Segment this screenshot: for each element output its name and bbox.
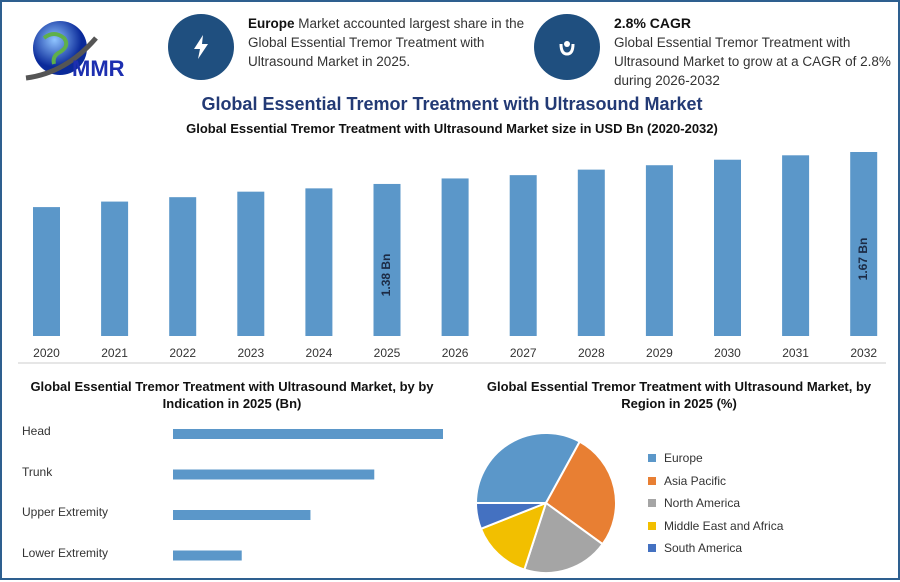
pie-slice-north-america xyxy=(523,501,605,574)
x-tick-label: 2027 xyxy=(510,346,537,360)
x-tick-label: 2026 xyxy=(442,346,469,360)
lightning-icon xyxy=(168,14,234,80)
mmr-logo: MMR xyxy=(25,21,125,81)
region-chart-title: Global Essential Tremor Treatment with U… xyxy=(486,379,872,411)
bar-chart-title: Global Essential Tremor Treatment with U… xyxy=(186,121,718,136)
data-label: 1.67 Bn xyxy=(856,238,870,281)
legend-label: North America xyxy=(664,496,741,510)
info-cagr: 2.8% CAGR Global Essential Tremor Treatme… xyxy=(534,14,900,90)
info-europe-text: Europe Market accounted largest share in… xyxy=(248,16,525,69)
main-title: Global Essential Tremor Treatment with U… xyxy=(201,94,703,114)
legend-swatch xyxy=(648,476,656,485)
x-tick-label: 2025 xyxy=(374,346,401,360)
info-cagr-text: 2.8% CAGR Global Essential Tremor Treatme… xyxy=(614,15,891,88)
info-europe: Europe Market accounted largest share in… xyxy=(168,14,538,80)
legend-item: North America xyxy=(648,496,740,510)
x-tick-label: 2020 xyxy=(33,346,60,360)
pie-slice-asia-pacific xyxy=(544,440,617,546)
bar-2020 xyxy=(33,207,60,336)
legend-item: Middle East and Africa xyxy=(648,519,783,533)
bar-2030 xyxy=(714,159,741,336)
legend-label: South America xyxy=(664,541,743,555)
region-pie-chart xyxy=(474,432,617,574)
indication-label: Upper Extremity xyxy=(22,505,109,519)
legend-item: Europe xyxy=(648,451,703,465)
pie-slice-south-america xyxy=(474,502,547,531)
bar-2032 xyxy=(850,152,878,336)
x-tick-label: 2031 xyxy=(782,346,809,360)
legend-swatch xyxy=(648,499,656,507)
growth-hand-icon xyxy=(534,14,600,80)
x-tick-label: 2024 xyxy=(306,346,333,360)
indication-bar xyxy=(173,429,443,439)
x-tick-label: 2032 xyxy=(850,346,877,360)
yearly-bar-chart: 2020 2021 2022 2023 2024 2025 1.38 Bn 2026 2027 2… xyxy=(18,152,886,364)
svg-text:MMR: MMR xyxy=(72,56,125,81)
legend-item: Asia Pacific xyxy=(648,474,726,488)
bar-2022 xyxy=(169,197,197,336)
bar-2026 xyxy=(441,178,469,336)
indication-bar xyxy=(173,550,242,561)
bar-2031 xyxy=(782,155,810,336)
legend-label: Asia Pacific xyxy=(664,473,727,488)
bar-2028 xyxy=(577,169,605,336)
indication-bar xyxy=(173,510,311,520)
x-tick-label: 2022 xyxy=(169,346,196,360)
indication-label: Lower Extremity xyxy=(22,545,109,560)
bar-2029 xyxy=(645,165,673,336)
indication-label: Trunk xyxy=(22,464,53,479)
indication-bar-chart xyxy=(173,429,443,561)
legend-swatch xyxy=(648,521,656,530)
bar-2021 xyxy=(101,201,129,336)
legend-label: Europe xyxy=(664,451,703,465)
legend-label: Middle East and Africa xyxy=(664,518,784,533)
pie-slice-europe xyxy=(474,432,582,504)
bar-2025 xyxy=(373,183,401,336)
legend-item: South America xyxy=(648,541,742,555)
pie-slice-middle-east-and-africa xyxy=(479,501,548,571)
indication-chart-title: Global Essential Tremor Treatment with U… xyxy=(30,379,434,411)
bar-2023 xyxy=(237,191,265,336)
x-tick-label: 2021 xyxy=(101,346,128,360)
x-tick-label: 2029 xyxy=(646,346,673,360)
indication-label: Head xyxy=(22,424,51,438)
x-tick-label: 2028 xyxy=(578,346,605,360)
legend-swatch xyxy=(648,544,656,552)
indication-bar xyxy=(173,469,375,480)
x-tick-label: 2030 xyxy=(714,346,741,360)
x-tick-label: 2023 xyxy=(237,346,264,360)
data-label: 1.38 Bn xyxy=(379,254,393,297)
legend-swatch xyxy=(648,454,656,462)
bar-2027 xyxy=(509,175,537,336)
bar-2024 xyxy=(305,188,333,336)
